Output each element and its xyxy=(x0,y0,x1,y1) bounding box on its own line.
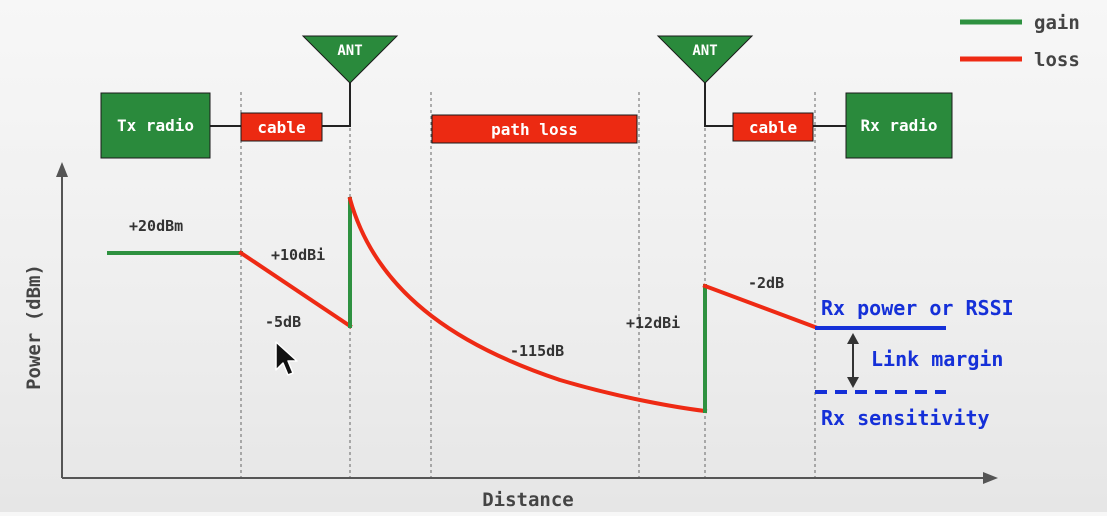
rx-cable-block: cable xyxy=(732,112,814,142)
antenna-icon xyxy=(301,35,399,84)
rx-power-annotation: Rx power or RSSI xyxy=(821,296,1014,320)
x-axis-arrow-icon xyxy=(983,472,998,484)
axes: Power (dBm) Distance xyxy=(23,162,998,511)
rx-cable-loss-segment xyxy=(702,283,818,330)
path-loss-label: path loss xyxy=(491,120,578,139)
legend-loss-label: loss xyxy=(1034,49,1080,71)
tx-cable-label: cable xyxy=(257,118,305,137)
value-annotations: +20dBm +10dBi -5dB -115dB +12dBi -2dB xyxy=(129,217,784,360)
connection-wires xyxy=(210,82,846,127)
rx-cable-loss-annotation: -2dB xyxy=(748,274,784,292)
rx-ant-gain-annotation: +12dBi xyxy=(626,314,680,332)
rx-antenna-block: ANT xyxy=(656,35,754,84)
rx-radio-block: Rx radio xyxy=(845,92,953,159)
tx-cable-block: cable xyxy=(240,112,323,142)
rx-sensitivity-annotation: Rx sensitivity xyxy=(821,406,990,430)
antenna-icon xyxy=(656,35,754,84)
tx-antenna-block: ANT xyxy=(301,35,399,84)
tx-cable-loss-annotation: -5dB xyxy=(265,313,301,331)
mouse-cursor-icon xyxy=(275,341,298,376)
y-axis-label: Power (dBm) xyxy=(23,264,45,390)
tx-radio-label: Tx radio xyxy=(117,116,194,135)
rx-levels: Rx power or RSSI Link margin Rx sensitiv… xyxy=(815,296,1014,430)
tx-power-annotation: +20dBm xyxy=(129,217,183,235)
tx-antenna-label: ANT xyxy=(337,43,362,59)
path-loss-block: path loss xyxy=(431,114,638,144)
path-loss-segment xyxy=(347,196,708,414)
power-level-curve xyxy=(107,196,818,414)
link-margin-annotation: Link margin xyxy=(871,347,1003,371)
wire-ant-rx-cable xyxy=(704,82,733,127)
link-margin-up-arrow-icon xyxy=(847,333,859,344)
tx-cable-loss-segment xyxy=(238,250,353,329)
x-axis-label: Distance xyxy=(482,489,574,511)
stage-separators xyxy=(240,92,816,478)
legend-gain-label: gain xyxy=(1034,12,1080,34)
link-margin-down-arrow-icon xyxy=(847,377,859,388)
legend: gain loss xyxy=(960,12,1080,71)
path-loss-annotation: -115dB xyxy=(510,342,564,360)
rx-antenna-label: ANT xyxy=(692,43,717,59)
tx-radio-block: Tx radio xyxy=(100,92,211,159)
wire-cable-ant-tx xyxy=(322,82,351,127)
y-axis-arrow-icon xyxy=(56,162,68,177)
tx-ant-gain-annotation: +10dBi xyxy=(271,246,325,264)
rx-radio-label: Rx radio xyxy=(860,116,937,135)
rx-cable-label: cable xyxy=(749,118,797,137)
